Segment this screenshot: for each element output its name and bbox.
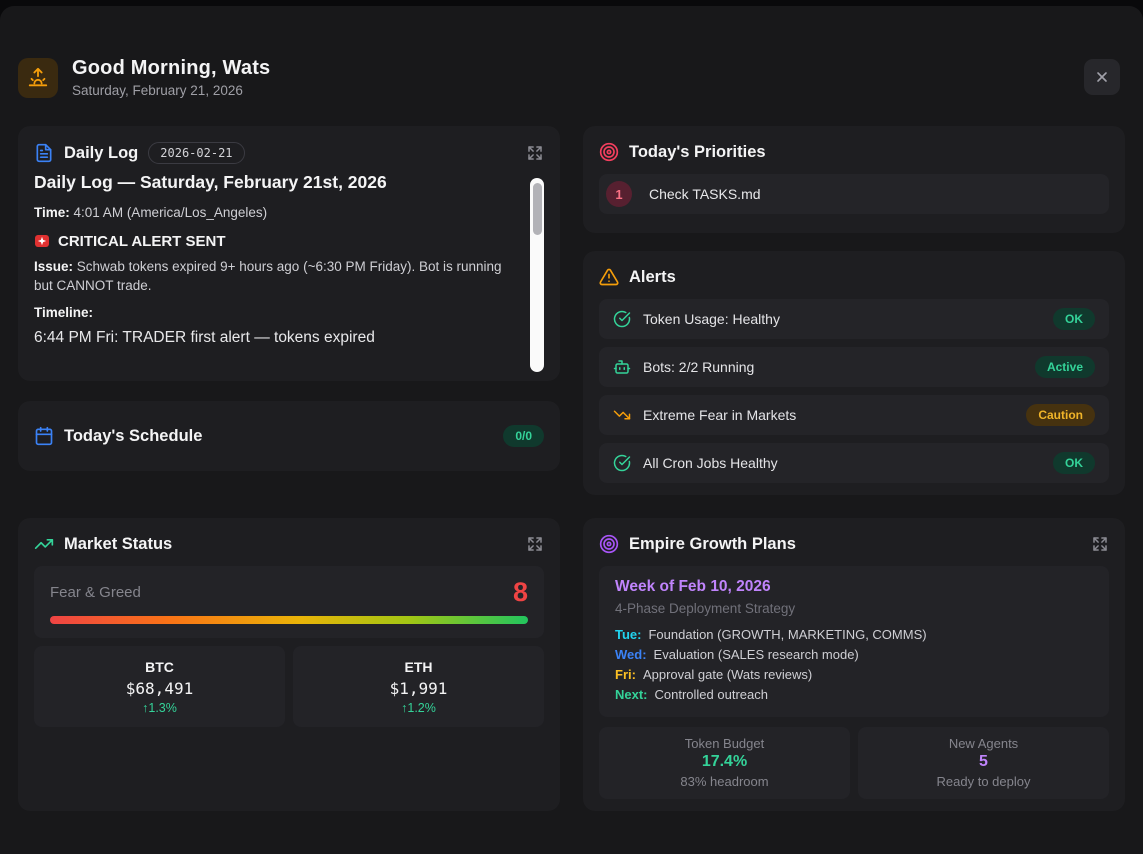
target-icon [599,142,619,162]
token-budget-tile: Token Budget 17.4% 83% headroom [599,727,850,799]
status-badge: OK [1053,452,1095,474]
new-agents-tile: New Agents 5 Ready to deploy [858,727,1109,799]
check-circle-icon [613,310,631,328]
fear-greed-gradient-bar [50,616,528,624]
empire-growth-card: Empire Growth Plans Week of Feb 10, 2026 [583,518,1125,811]
ticker-symbol: BTC [42,659,277,675]
scrollbar-track[interactable] [530,178,544,372]
week-heading: Week of Feb 10, 2026 [615,578,1093,596]
ticker-symbol: ETH [301,659,536,675]
fear-greed-value: 8 [513,579,528,606]
new-agents-value: 5 [866,753,1101,771]
daily-log-heading: Daily Log — Saturday, February 21st, 202… [34,172,514,193]
plan-row-fri: Fri:Approval gate (Wats reviews) [615,665,1093,685]
ticker-change: ↑1.2% [301,701,536,715]
alerts-card: Alerts Token Usage: Healthy OK [583,251,1125,495]
market-status-title: Market Status [64,535,172,554]
priorities-title: Today's Priorities [629,143,766,162]
status-badge: Active [1035,356,1095,378]
eth-ticker-tile: ETH $1,991 ↑1.2% [293,646,544,727]
daily-log-time: Time: 4:01 AM (America/Los_Angeles) [34,203,514,223]
maximize-icon [526,535,544,553]
critical-alert-heading: CRITICAL ALERT SENT [34,233,514,250]
schedule-count-badge: 0/0 [503,425,544,447]
bot-icon [613,358,631,376]
alert-issue: Issue: Schwab tokens expired 9+ hours ag… [34,257,514,296]
empire-growth-title: Empire Growth Plans [629,535,796,554]
daily-log-card: Daily Log 2026-02-21 Daily Log [18,126,560,381]
plan-row-next: Next:Controlled outreach [615,685,1093,705]
sunrise-icon [18,58,58,98]
trending-down-icon [613,406,631,424]
alert-row-extreme-fear: Extreme Fear in Markets Caution [599,395,1109,435]
plan-row-wed: Wed:Evaluation (SALES research mode) [615,645,1093,665]
left-column: Daily Log 2026-02-21 Daily Log [18,126,560,811]
priority-text: Check TASKS.md [649,186,761,202]
morning-briefing-modal: Good Morning, Wats Saturday, February 21… [0,6,1143,854]
priorities-card: Today's Priorities 1 Check TASKS.md [583,126,1125,233]
daily-log-date-badge: 2026-02-21 [148,142,244,164]
btc-ticker-tile: BTC $68,491 ↑1.3% [34,646,285,727]
header: Good Morning, Wats Saturday, February 21… [18,6,1125,98]
weekly-plan-panel: Week of Feb 10, 2026 4-Phase Deployment … [599,566,1109,717]
trending-up-icon [34,534,54,554]
timeline-label: Timeline: [34,305,514,320]
header-date: Saturday, February 21, 2026 [72,83,270,98]
calendar-icon [34,426,54,446]
alert-row-token-usage: Token Usage: Healthy OK [599,299,1109,339]
priority-item[interactable]: 1 Check TASKS.md [599,174,1109,214]
expand-empire-button[interactable] [1091,535,1109,553]
alerts-title: Alerts [629,268,676,287]
ticker-price: $1,991 [301,679,536,698]
market-status-card: Market Status Fear & Greed [18,518,560,811]
status-badge: OK [1053,308,1095,330]
ticker-price: $68,491 [42,679,277,698]
fear-greed-label: Fear & Greed [50,584,141,601]
schedule-title: Today's Schedule [64,427,202,446]
schedule-card: Today's Schedule 0/0 [18,401,560,471]
close-button[interactable] [1084,59,1120,95]
close-icon [1094,69,1110,85]
priority-number-badge: 1 [606,181,632,207]
right-column: Today's Priorities 1 Check TASKS.md [583,126,1125,811]
daily-log-title: Daily Log [64,144,138,163]
scrollbar-thumb[interactable] [533,183,542,235]
expand-market-button[interactable] [526,535,544,553]
warning-triangle-icon [599,267,619,287]
maximize-icon [526,144,544,162]
token-budget-value: 17.4% [607,753,842,771]
check-circle-icon [613,454,631,472]
ticker-change: ↑1.3% [42,701,277,715]
alert-row-cron-jobs: All Cron Jobs Healthy OK [599,443,1109,483]
expand-daily-log-button[interactable] [526,144,544,162]
daily-log-content: Daily Log — Saturday, February 21st, 202… [34,172,544,347]
status-badge: Caution [1026,404,1095,426]
alert-row-bots: Bots: 2/2 Running Active [599,347,1109,387]
siren-icon [34,233,50,249]
week-subtitle: 4-Phase Deployment Strategy [615,601,1093,616]
fear-greed-panel: Fear & Greed 8 [34,566,544,638]
greeting-title: Good Morning, Wats [72,57,270,80]
plan-row-tue: Tue:Foundation (GROWTH, MARKETING, COMMS… [615,625,1093,645]
target-icon [599,534,619,554]
maximize-icon [1091,535,1109,553]
timeline-entry: 6:44 PM Fri: TRADER first alert — tokens… [34,329,514,347]
file-text-icon [34,143,54,163]
